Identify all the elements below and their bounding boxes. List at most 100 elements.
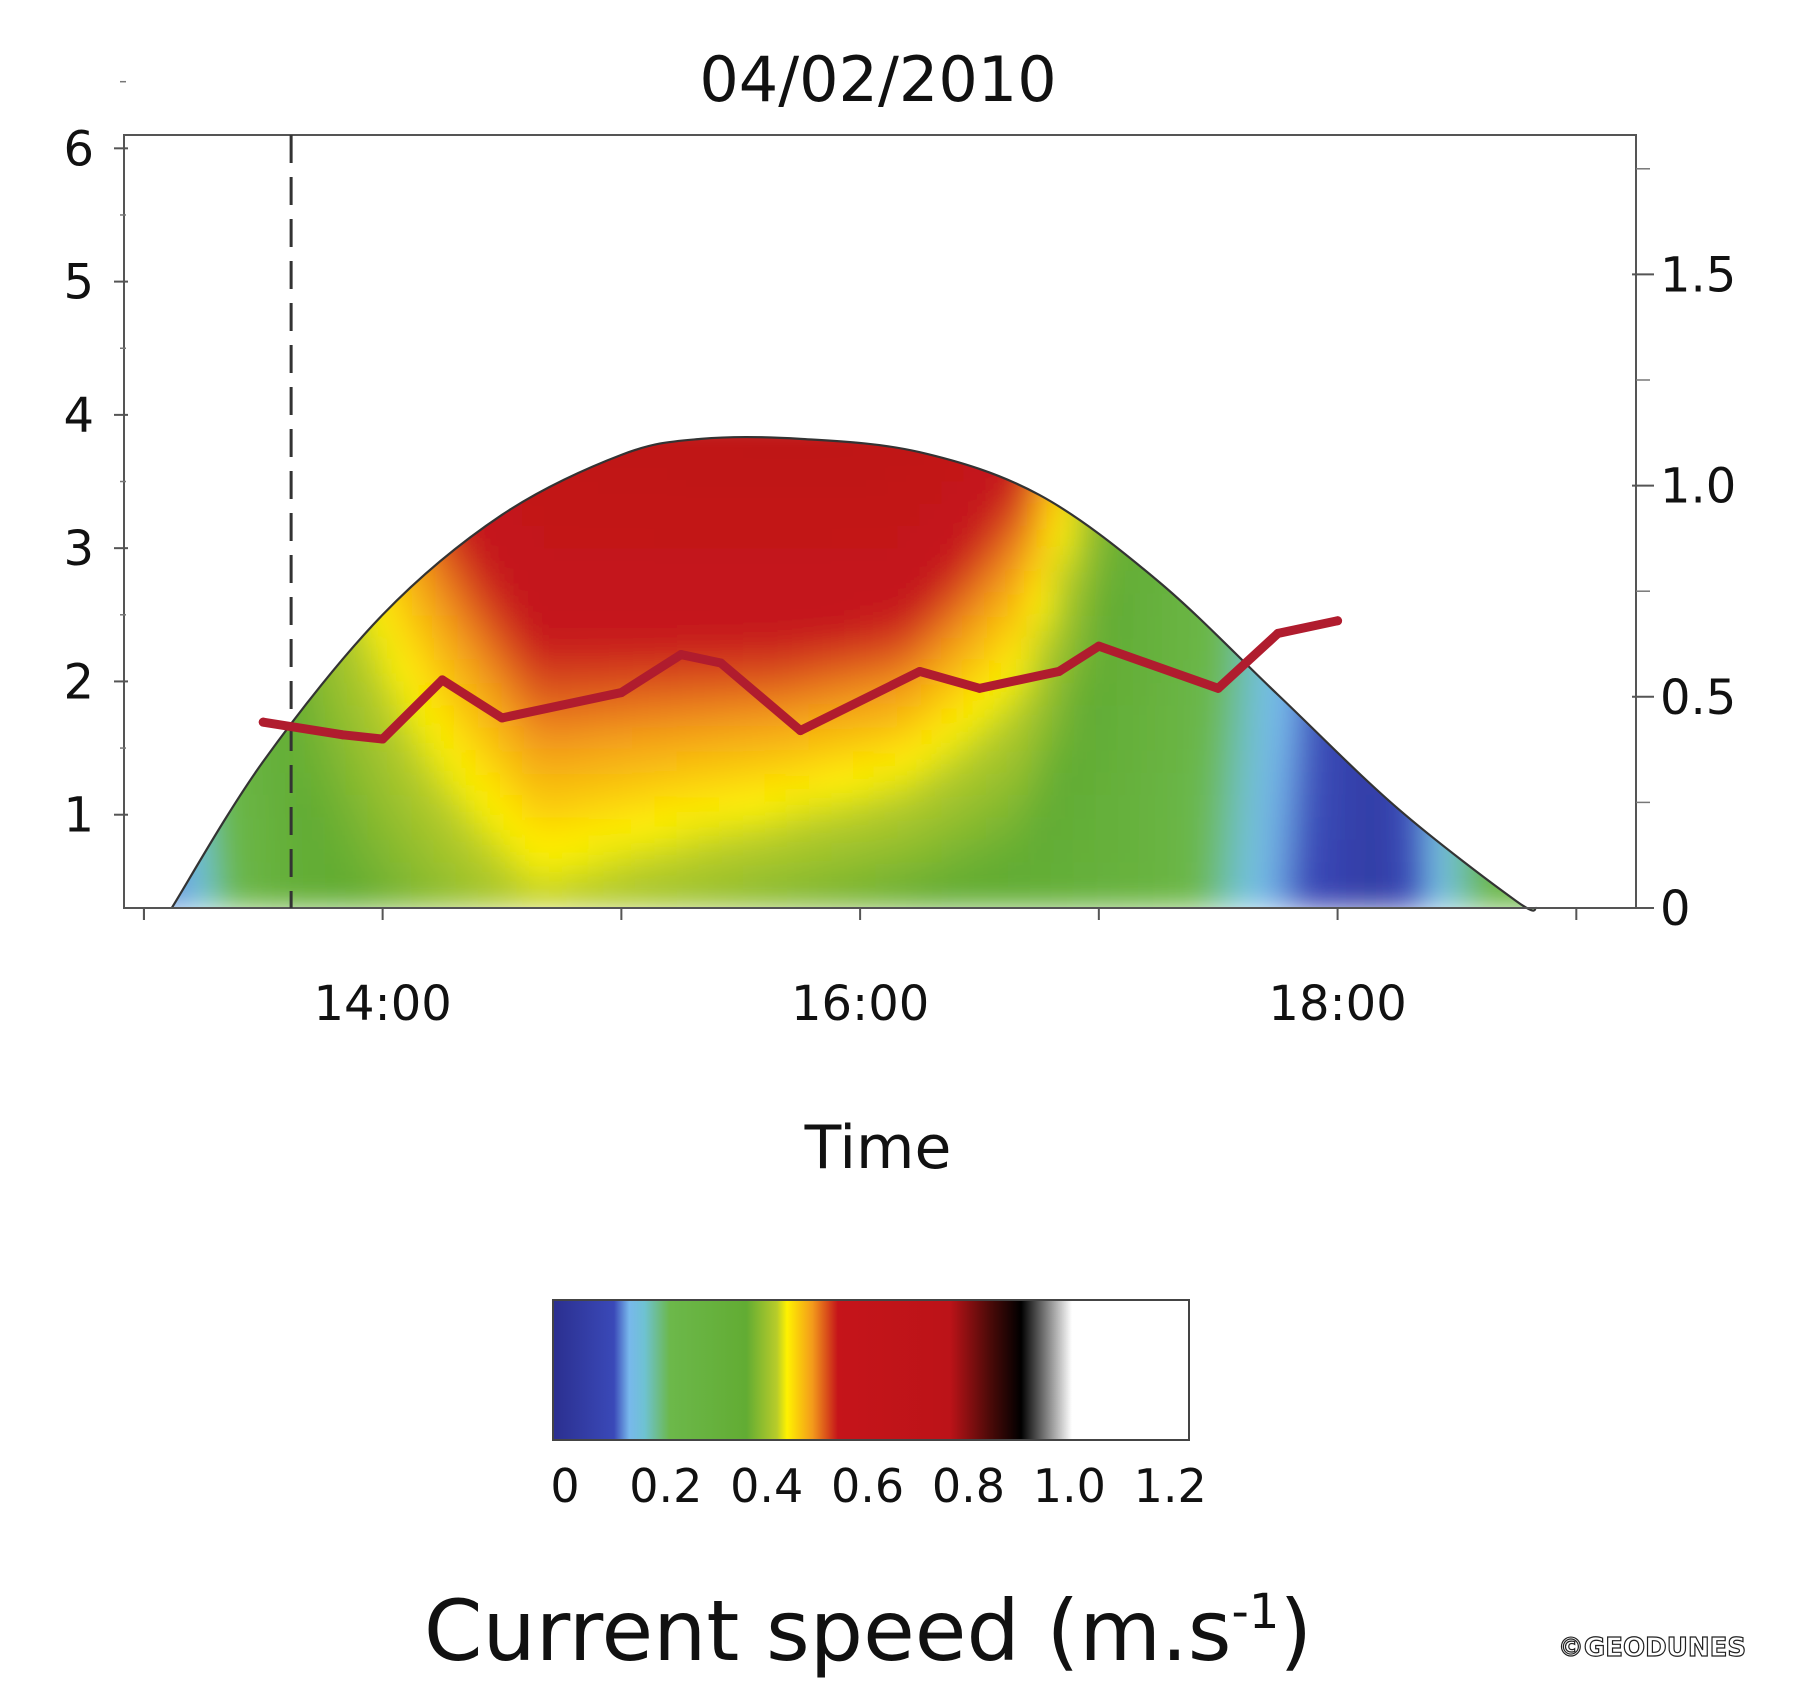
heat-cell — [566, 750, 591, 775]
heat-cell — [1206, 772, 1231, 797]
heat-cell — [1051, 750, 1076, 775]
heat-cell — [171, 548, 194, 573]
heat-cell — [1426, 615, 1452, 641]
heat-cell — [786, 750, 811, 775]
heat-cell — [1338, 481, 1363, 506]
heat-cell — [1404, 682, 1429, 708]
heat-cell — [1493, 817, 1518, 842]
heat-cell — [500, 525, 525, 551]
heat-cell — [588, 437, 613, 461]
heat-cell — [1007, 615, 1032, 641]
heat-cell — [588, 548, 613, 573]
heat-cell — [191, 638, 216, 663]
heat-cell — [985, 839, 1010, 865]
heat-cell — [853, 705, 878, 730]
heat-cell — [1228, 884, 1253, 909]
heat-cell — [345, 437, 370, 461]
heat-cell — [213, 772, 238, 797]
heat-cell — [1007, 437, 1032, 461]
heat-cell — [676, 727, 701, 753]
heat-cell — [1493, 705, 1518, 730]
heat-cell — [808, 615, 834, 641]
heat-cell — [171, 437, 194, 461]
heat-cell — [301, 817, 326, 842]
heat-cell — [853, 638, 878, 663]
heat-cell — [1471, 660, 1496, 685]
heat-cell — [213, 503, 238, 528]
heat-cell — [1095, 772, 1120, 797]
heat-cell — [1007, 503, 1032, 528]
colorbar-gradient — [552, 1299, 1190, 1441]
heat-cell — [919, 772, 944, 797]
heat-cell — [1294, 437, 1319, 461]
heat-cell — [610, 862, 635, 887]
heat-cell — [941, 772, 966, 797]
heat-cell — [1272, 481, 1297, 506]
heat-cell — [191, 750, 216, 775]
heat-cell — [1426, 458, 1452, 484]
heat-cell — [522, 525, 547, 551]
heat-cell — [323, 750, 348, 775]
heat-cell — [566, 503, 591, 528]
heat-cell — [963, 548, 988, 573]
heat-cell — [171, 525, 194, 551]
heat-cell — [500, 772, 525, 797]
heat-cell — [1073, 458, 1098, 484]
heat-cell — [808, 750, 834, 775]
heat-cell — [1073, 682, 1098, 708]
heat-cell — [367, 437, 392, 461]
heat-cell — [1316, 481, 1341, 506]
heat-cell — [610, 839, 635, 865]
heat-cell — [1404, 660, 1429, 685]
heat-cell — [1316, 593, 1341, 618]
heat-cell — [1471, 705, 1496, 730]
heat-cell — [963, 884, 988, 909]
heat-cell — [1515, 458, 1537, 484]
heat-cell — [213, 437, 238, 461]
heat-cell — [720, 503, 745, 528]
heat-cell — [1426, 570, 1452, 596]
heat-cell — [1206, 525, 1231, 551]
heat-cell — [1007, 548, 1032, 573]
heat-cell — [1382, 817, 1407, 842]
heat-cell — [411, 862, 436, 887]
heat-cell — [389, 503, 414, 528]
heat-cell — [1095, 750, 1120, 775]
heat-cell — [1316, 548, 1341, 573]
heat-cell — [323, 794, 348, 820]
heat-cell — [875, 593, 900, 618]
heat-cell — [985, 615, 1010, 641]
heat-cell — [433, 481, 458, 506]
heat-cell — [1206, 638, 1231, 663]
heat-cell — [455, 705, 480, 730]
heat-cell — [720, 548, 745, 573]
heat-cell — [1338, 548, 1363, 573]
heat-cell — [235, 884, 260, 909]
heat-cell — [1228, 525, 1253, 551]
heat-cell — [433, 727, 458, 753]
heat-cell — [654, 437, 679, 439]
heat-cell — [433, 525, 458, 551]
heat-cell — [433, 548, 458, 573]
heat-cell — [1294, 525, 1319, 551]
heat-cell — [1471, 638, 1496, 663]
heat-cell — [1162, 615, 1187, 641]
heat-cell — [720, 638, 745, 663]
heat-cell — [1404, 839, 1429, 865]
heat-cell — [654, 750, 679, 775]
heat-cell — [367, 705, 392, 730]
heat-cell — [1162, 548, 1187, 573]
heat-cell — [1051, 682, 1076, 708]
heat-cell — [1471, 839, 1496, 865]
heat-cell — [1449, 660, 1474, 685]
heat-cell — [1537, 795, 1561, 819]
heat-cell — [720, 750, 745, 775]
heat-cell — [1471, 458, 1496, 484]
heat-cell — [1250, 705, 1275, 730]
heat-cell — [1360, 503, 1385, 528]
heat-cell — [171, 772, 194, 797]
heat-cell — [588, 862, 613, 887]
heat-cell — [808, 593, 834, 618]
heat-cell — [985, 884, 1010, 909]
heat-cell — [411, 817, 436, 842]
